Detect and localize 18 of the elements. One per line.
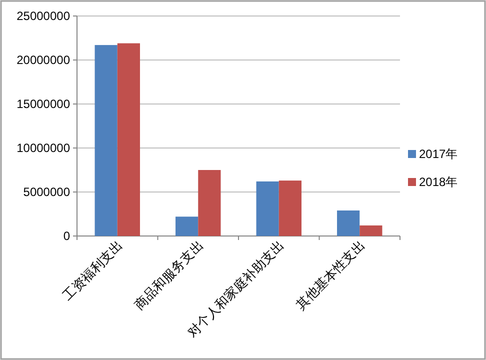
bar — [176, 216, 198, 236]
legend-label: 2018年 — [419, 175, 458, 189]
bar — [94, 45, 118, 236]
y-tick-label: 20000000 — [16, 53, 70, 67]
y-tick-label: 5000000 — [23, 185, 70, 199]
y-tick-label: 25000000 — [16, 9, 70, 23]
bar — [256, 181, 279, 236]
y-tick-label: 0 — [63, 229, 70, 243]
bar — [337, 210, 360, 236]
bar — [278, 180, 302, 236]
bar — [360, 225, 382, 236]
y-tick-label: 15000000 — [16, 97, 70, 111]
x-tick-label: 其他基本性支出 — [294, 238, 368, 314]
y-tick-label: 10000000 — [16, 141, 70, 155]
bar — [117, 43, 140, 236]
legend-label: 2017年 — [419, 147, 458, 161]
bar — [198, 170, 221, 236]
x-tick-label: 商品和服务支出 — [132, 238, 207, 314]
